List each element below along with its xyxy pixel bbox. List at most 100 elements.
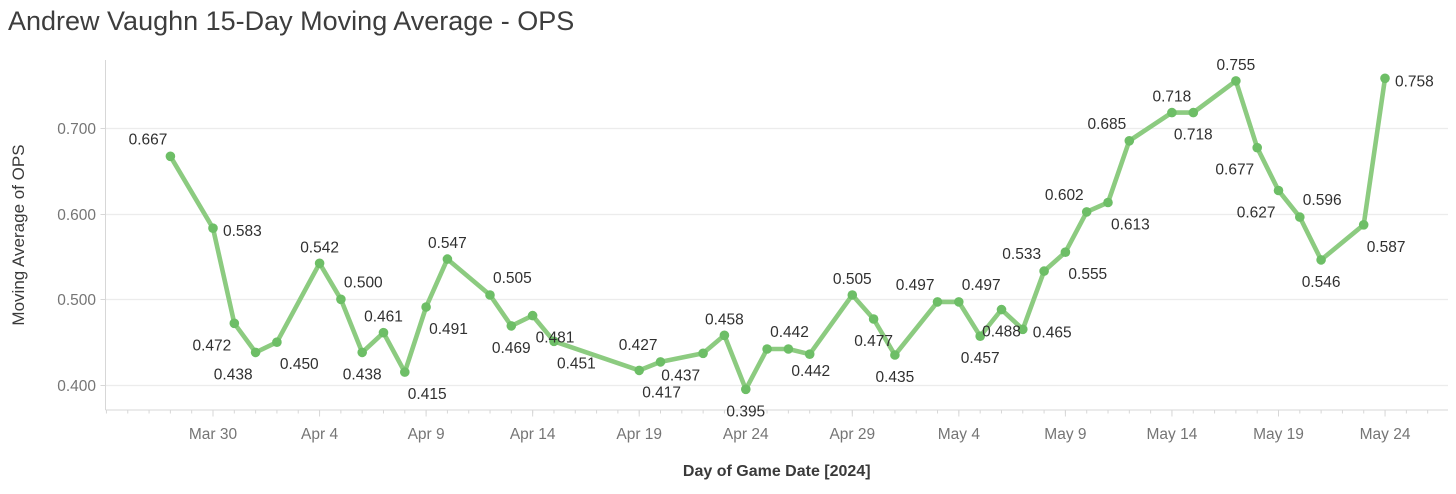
data-point-label: 0.395 [726,403,765,420]
data-point-marker[interactable] [506,321,517,331]
x-tick-label: May 4 [938,426,981,443]
data-point-marker[interactable] [1103,197,1113,208]
x-tick-label: May 19 [1253,426,1304,443]
data-point-label: 0.477 [854,333,893,350]
data-point-label: 0.461 [364,309,403,326]
data-point-marker[interactable] [655,357,666,367]
y-tick-label: 0.500 [57,292,96,309]
data-point-marker[interactable] [208,223,218,233]
data-point-marker[interactable] [314,258,325,269]
data-point-marker[interactable] [1188,107,1199,118]
data-point-label: 0.758 [1395,73,1434,90]
data-point-label: 0.667 [129,131,168,148]
x-tick-label: Apr 9 [408,426,445,443]
data-point-marker[interactable] [868,314,879,324]
y-axis-title: Moving Average of OPS [9,144,28,325]
x-tick-label: May 9 [1044,426,1086,443]
x-axis-title: Day of Game Date [2024] [683,463,871,480]
data-point-label: 0.583 [223,223,262,240]
data-point-marker[interactable] [1358,220,1369,230]
data-point-marker[interactable] [1316,255,1326,265]
data-point-marker[interactable] [1273,185,1284,196]
x-tick-label: Apr 24 [723,426,769,443]
data-point-label: 0.587 [1367,239,1406,256]
data-point-marker[interactable] [996,304,1007,315]
data-point-label: 0.465 [1033,324,1072,341]
data-point-label: 0.451 [557,355,596,372]
data-point-marker[interactable] [229,318,240,329]
data-point-label: 0.533 [1002,246,1041,263]
data-point-marker[interactable] [549,336,559,347]
data-point-marker[interactable] [1124,136,1135,146]
data-point-label: 0.488 [982,324,1021,341]
data-point-marker[interactable] [378,327,389,338]
y-tick-label: 0.600 [57,207,96,224]
data-point-label: 0.613 [1111,217,1150,234]
data-point-marker[interactable] [1060,247,1071,257]
data-point-label: 0.438 [343,366,382,383]
data-point-marker[interactable] [485,290,495,300]
data-point-marker[interactable] [336,294,346,305]
data-point-marker[interactable] [1231,76,1241,86]
data-point-marker[interactable] [1039,266,1049,276]
data-point-label: 0.450 [280,356,319,373]
data-point-marker[interactable] [847,290,858,300]
data-point-marker[interactable] [1167,107,1177,118]
data-point-marker[interactable] [932,297,943,307]
data-point-marker[interactable] [698,348,708,359]
data-point-marker[interactable] [442,254,453,264]
data-point-marker[interactable] [719,330,730,341]
x-tick-label: May 24 [1360,426,1411,443]
data-point-label: 0.469 [492,340,531,357]
data-point-label: 0.627 [1237,205,1276,222]
data-point-marker[interactable] [357,347,368,358]
data-point-label: 0.491 [429,321,468,338]
data-point-marker[interactable] [165,151,176,162]
data-point-label: 0.415 [408,386,447,403]
data-point-marker[interactable] [954,297,964,307]
data-point-label: 0.497 [962,277,1001,294]
data-point-label: 0.435 [876,369,915,386]
data-point-label: 0.718 [1153,89,1192,106]
data-point-label: 0.458 [705,311,744,328]
data-point-label: 0.437 [661,367,700,384]
data-point-marker[interactable] [1380,73,1390,84]
data-point-marker[interactable] [975,331,985,342]
data-point-marker[interactable] [272,337,282,348]
data-point-marker[interactable] [804,349,815,360]
data-point-label: 0.555 [1068,266,1107,283]
x-tick-label: May 14 [1147,426,1198,443]
data-point-label: 0.417 [642,384,681,401]
y-tick-label: 0.700 [57,121,96,138]
data-point-label: 0.685 [1088,116,1127,133]
x-tick-label: Apr 19 [616,426,662,443]
x-tick-label: Mar 30 [189,426,238,443]
data-point-label: 0.427 [619,337,658,354]
data-point-marker[interactable] [1252,142,1262,153]
x-tick-label: Apr 29 [829,426,875,443]
data-point-label: 0.505 [493,270,532,287]
data-point-label: 0.472 [193,337,232,354]
data-point-marker[interactable] [1295,212,1305,222]
data-point-marker[interactable] [634,365,644,376]
data-point-marker[interactable] [527,310,538,321]
data-point-marker[interactable] [1081,207,1092,217]
data-point-marker[interactable] [250,347,261,358]
data-point-marker[interactable] [890,350,900,360]
data-point-marker[interactable] [1018,324,1028,335]
x-tick-label: Apr 4 [301,426,338,443]
data-point-label: 0.442 [791,363,830,380]
data-point-label: 0.718 [1174,127,1213,144]
data-point-label: 0.546 [1302,274,1341,291]
data-point-label: 0.547 [428,235,467,252]
series-line [168,76,1388,392]
data-point-marker[interactable] [741,384,751,395]
chart-title: Andrew Vaughn 15-Day Moving Average - OP… [8,6,575,36]
data-point-marker[interactable] [762,344,772,354]
data-point-marker[interactable] [400,367,410,377]
data-point-marker[interactable] [783,344,794,354]
data-point-label: 0.596 [1303,192,1342,209]
data-point-marker[interactable] [421,302,431,312]
